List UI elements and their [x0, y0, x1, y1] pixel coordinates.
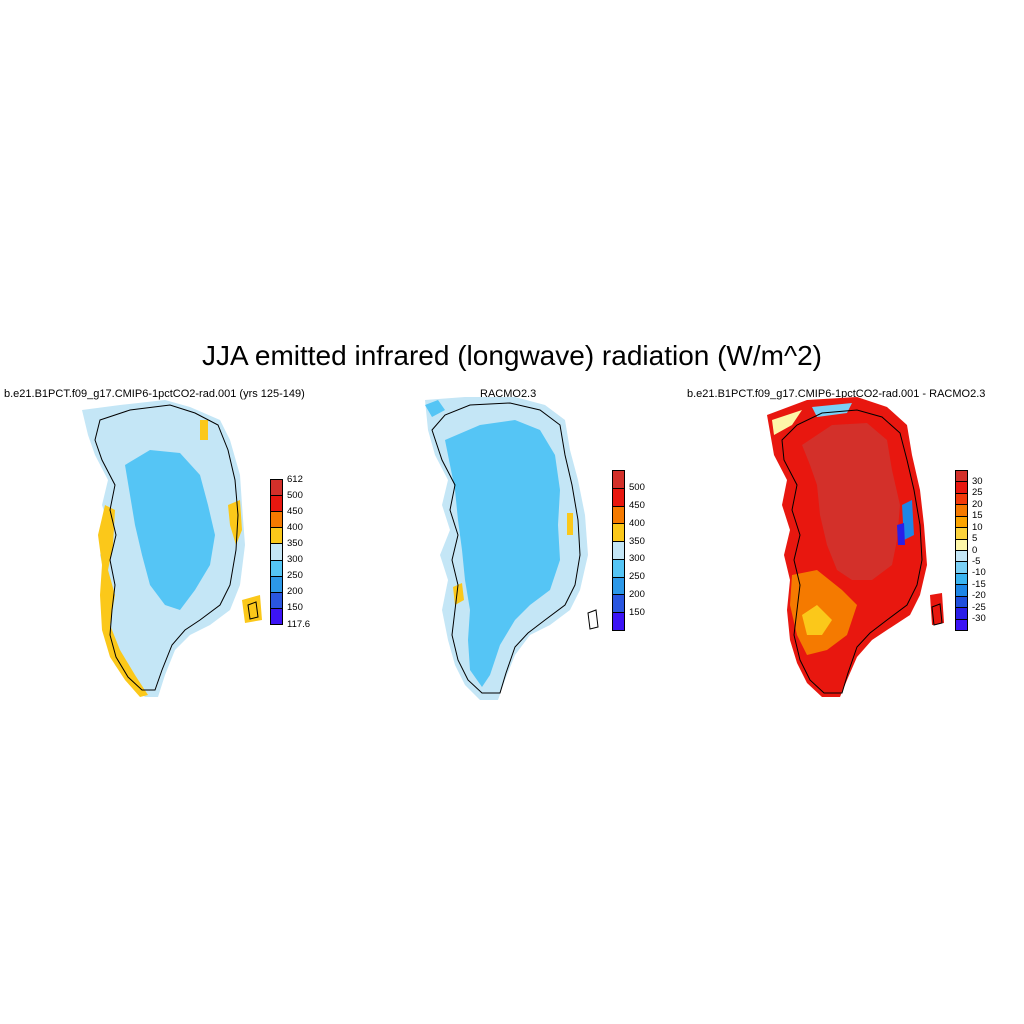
colorbar-swatch — [612, 505, 625, 525]
colorbar-label: 300 — [287, 554, 303, 566]
colorbar-swatch — [612, 541, 625, 560]
coastal-patch-west-racmo — [453, 583, 464, 605]
colorbar-swatch — [270, 527, 283, 545]
island-coastline-model — [247, 601, 259, 620]
colorbar-label: -20 — [972, 590, 986, 602]
coastal-band-east-model — [228, 500, 242, 545]
colorbar-swatch — [955, 618, 968, 631]
colorbar-label: 450 — [287, 505, 303, 517]
colorbar-model: 612 500 450 400 350 300 250 200 150 117.6 — [270, 474, 310, 630]
difference-interior — [802, 423, 900, 580]
coastal-patch-east-racmo — [567, 513, 573, 535]
greenland-interior-model — [125, 450, 215, 610]
colorbar-swatch — [270, 575, 283, 593]
colorbar-label: 5 — [972, 533, 978, 545]
colorbar-label: 300 — [629, 553, 645, 565]
coastal-patch-southeast-model — [242, 595, 262, 623]
island-coastline-racmo — [587, 609, 599, 630]
colorbar-label: 500 — [629, 482, 645, 494]
colorbar-swatch — [270, 479, 283, 497]
colorbar-label: 350 — [287, 537, 303, 549]
colorbar-label: 150 — [629, 606, 645, 618]
panel-title-model: b.e21.B1PCT.f09_g17.CMIP6-1pctCO2-rad.00… — [4, 388, 305, 400]
colorbar-label: -5 — [972, 555, 981, 567]
colorbar-swatch — [270, 591, 283, 609]
colorbar-label: 150 — [287, 602, 303, 614]
colorbar-label: 200 — [287, 586, 303, 598]
colorbar-swatch — [270, 607, 283, 625]
colorbar-label: 25 — [972, 487, 983, 499]
coastline-model — [94, 404, 239, 691]
colorbar-label: 15 — [972, 510, 983, 522]
colorbar-label: 400 — [629, 517, 645, 529]
colorbar-swatch — [270, 559, 283, 577]
colorbar-label: 117.6 — [287, 618, 311, 630]
colorbar-swatch — [612, 612, 625, 631]
colorbar-swatch — [612, 487, 625, 507]
colorbar-swatch — [270, 511, 283, 529]
colorbar-label: -15 — [972, 578, 986, 590]
greenland-interior-racmo — [445, 420, 560, 687]
difference-east-purple — [897, 523, 905, 545]
panel-title-difference: b.e21.B1PCT.f09_g17.CMIP6-1pctCO2-rad.00… — [687, 388, 986, 400]
colorbar-label: 200 — [629, 588, 645, 600]
colorbar-swatch — [612, 470, 625, 489]
colorbar-label: 612 — [287, 473, 303, 485]
coastal-patch-northeast-model — [200, 420, 208, 440]
colorbar-label: -25 — [972, 601, 986, 613]
colorbar-difference: 30 25 20 15 10 5 0 -5 -10 -15 -20 -25 -30 — [955, 470, 995, 631]
colorbar-label: 10 — [972, 521, 983, 533]
colorbar-label: 350 — [629, 535, 645, 547]
colorbar-swatch — [612, 594, 625, 614]
map-model — [82, 400, 262, 697]
colorbar-racmo: 500 450 400 350 300 250 200 150 — [612, 470, 652, 631]
colorbar-label: 250 — [629, 571, 645, 583]
colorbar-label: 20 — [972, 498, 983, 510]
colorbar-label: 500 — [287, 489, 303, 501]
colorbar-label: 450 — [629, 500, 645, 512]
colorbar-swatch — [270, 495, 283, 513]
colorbar-label: -10 — [972, 567, 986, 579]
colorbar-swatch — [270, 543, 283, 561]
coastal-patch-north-racmo — [425, 400, 445, 417]
colorbar-label: 400 — [287, 521, 303, 533]
colorbar-label: -30 — [972, 613, 986, 625]
map-racmo — [425, 397, 599, 700]
island-coastline-difference — [931, 603, 943, 626]
difference-north-light — [772, 410, 802, 435]
difference-southwest-yellow — [802, 605, 832, 635]
figure-title: JJA emitted infrared (longwave) radiatio… — [201, 340, 823, 371]
map-difference — [767, 397, 944, 697]
difference-east-blue — [902, 500, 914, 540]
colorbar-swatch — [612, 558, 625, 578]
coastal-patch-southwest-model — [140, 630, 165, 660]
colorbar-swatch — [612, 576, 625, 596]
colorbar-label: 250 — [287, 570, 303, 582]
coastal-band-west-model — [98, 505, 148, 697]
colorbar-label: 0 — [972, 544, 978, 556]
coastline-difference — [781, 409, 923, 694]
colorbar-swatch — [612, 523, 625, 543]
colorbar-label: 30 — [972, 475, 983, 487]
coastline-racmo — [431, 402, 581, 694]
